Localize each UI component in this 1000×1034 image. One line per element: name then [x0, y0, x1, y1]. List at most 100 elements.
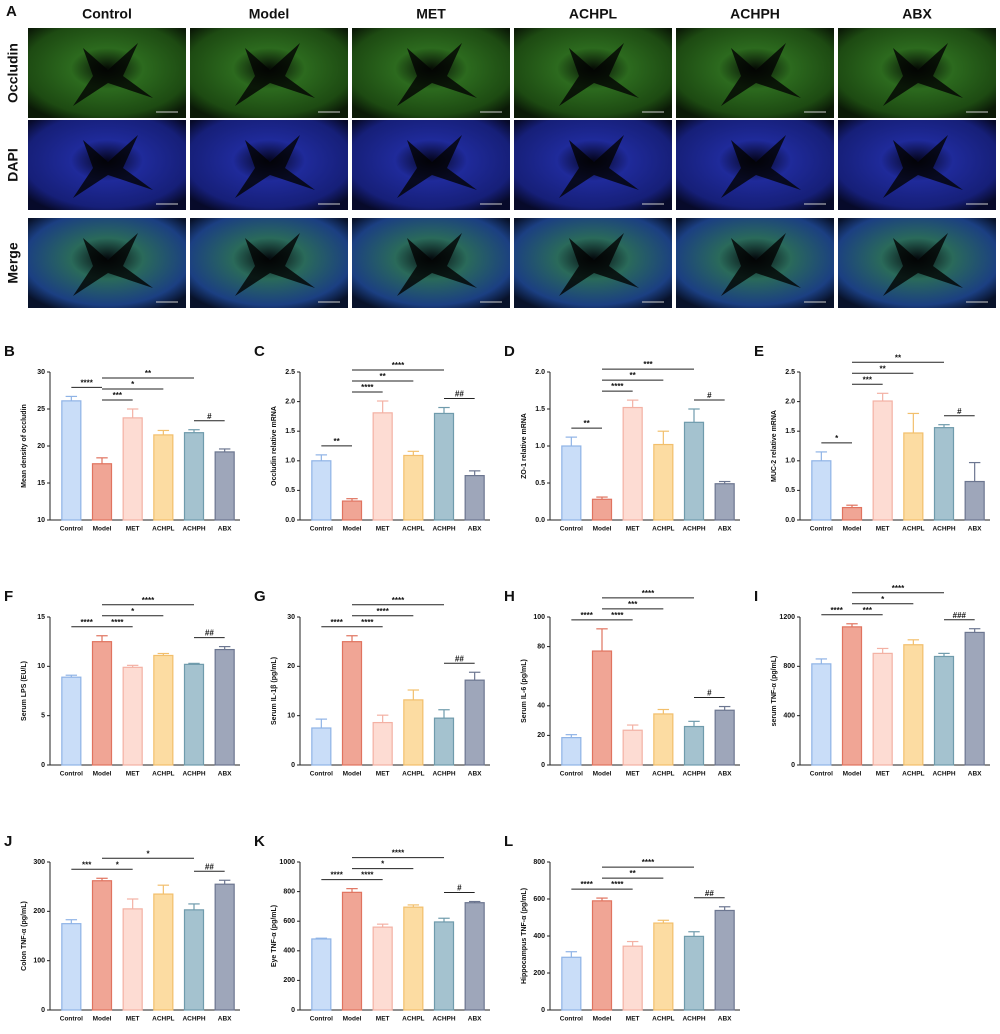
- column-label: ACHPH: [730, 6, 780, 22]
- significance-label: ##: [705, 889, 714, 898]
- column-label: ABX: [902, 6, 932, 22]
- x-tick-label: Control: [60, 526, 83, 533]
- bar: [591, 900, 613, 1011]
- y-axis-label: Hippocampus TNF-α (pg/mL): [521, 888, 528, 984]
- y-tick-label: 10: [37, 517, 45, 524]
- x-tick-label: ACHPH: [432, 526, 455, 533]
- significance-label: ###: [953, 611, 967, 620]
- bar: [372, 412, 393, 521]
- y-tick-label: 2.0: [785, 398, 795, 405]
- column-label: MET: [416, 6, 446, 22]
- significance-label: ****: [892, 584, 905, 593]
- bar: [714, 909, 735, 1011]
- bar: [311, 938, 332, 1011]
- y-axis-label: Serum LPS (EU/L): [21, 661, 28, 721]
- column-label: Model: [249, 6, 289, 22]
- x-tick-label: MET: [626, 771, 640, 778]
- y-tick-label: 20: [537, 732, 545, 739]
- row-label: Merge: [5, 242, 21, 283]
- bar: [683, 421, 705, 521]
- significance-label: *: [131, 607, 135, 616]
- y-tick-label: 0: [291, 1007, 295, 1014]
- column-label: Control: [82, 6, 132, 22]
- panel-label: G: [254, 588, 266, 605]
- significance-label: ****: [830, 606, 843, 615]
- y-tick-label: 400: [533, 933, 545, 940]
- x-tick-label: Model: [93, 1016, 112, 1023]
- y-tick-label: 0: [541, 1007, 545, 1014]
- x-tick-label: Model: [343, 771, 362, 778]
- y-tick-label: 0: [291, 762, 295, 769]
- row-label: Occludin: [5, 43, 21, 103]
- significance-label: **: [145, 369, 152, 378]
- y-tick-label: 0: [541, 762, 545, 769]
- significance-label: ##: [205, 629, 214, 638]
- significance-label: **: [334, 437, 341, 446]
- x-tick-label: MET: [126, 771, 140, 778]
- x-tick-label: ABX: [968, 526, 982, 533]
- y-axis-label: Mean density of occludin: [21, 404, 28, 488]
- bar: [372, 721, 393, 766]
- y-tick-label: 2.0: [285, 398, 295, 405]
- x-tick-label: Control: [810, 526, 833, 533]
- significance-label: **: [880, 364, 887, 373]
- bar: [591, 650, 613, 766]
- significance-label: ****: [376, 607, 389, 616]
- y-tick-label: 1.5: [285, 428, 295, 435]
- bar: [433, 921, 455, 1011]
- significance-label: ##: [455, 654, 464, 663]
- y-tick-label: 600: [533, 896, 545, 903]
- x-tick-label: ABX: [468, 771, 482, 778]
- x-tick-label: ABX: [718, 771, 732, 778]
- lumen: [721, 135, 801, 198]
- x-tick-label: Control: [60, 771, 83, 778]
- y-tick-label: 20: [37, 443, 45, 450]
- bar: [964, 631, 985, 766]
- y-tick-label: 0.0: [785, 517, 795, 524]
- bar: [591, 498, 613, 521]
- x-tick-label: Model: [93, 526, 112, 533]
- bar: [61, 676, 82, 766]
- bar: [153, 893, 174, 1011]
- lumen: [397, 135, 477, 198]
- y-tick-label: 0.5: [285, 487, 295, 494]
- panel-label: K: [254, 833, 265, 850]
- bar: [872, 400, 893, 521]
- y-tick-label: 80: [537, 643, 545, 650]
- bar: [372, 926, 393, 1011]
- lumen: [397, 43, 477, 106]
- bar: [622, 406, 643, 521]
- bar: [153, 654, 174, 766]
- x-tick-label: ACHPL: [152, 771, 174, 778]
- y-tick-label: 1000: [279, 859, 295, 866]
- x-tick-label: ACHPH: [682, 1016, 705, 1023]
- x-tick-label: ACHPL: [652, 771, 674, 778]
- panel-label: I: [754, 588, 758, 605]
- bar: [183, 663, 205, 766]
- x-tick-label: MET: [376, 771, 390, 778]
- x-tick-label: ACHPH: [932, 526, 955, 533]
- bar: [561, 956, 582, 1011]
- lumen: [559, 233, 639, 296]
- x-tick-label: Control: [560, 771, 583, 778]
- bar: [403, 454, 424, 521]
- x-tick-label: ACHPH: [682, 771, 705, 778]
- significance-label: **: [630, 869, 637, 878]
- y-tick-label: 10: [287, 713, 295, 720]
- lumen: [235, 233, 315, 296]
- x-tick-label: ABX: [718, 526, 732, 533]
- panel-label: A: [6, 3, 17, 20]
- significance-label: #: [707, 391, 712, 400]
- y-tick-label: 800: [533, 859, 545, 866]
- y-tick-label: 40: [537, 703, 545, 710]
- y-tick-label: 2.5: [285, 369, 295, 376]
- x-tick-label: Model: [343, 1016, 362, 1023]
- lumen: [559, 43, 639, 106]
- x-tick-label: Control: [560, 1016, 583, 1023]
- bar: [653, 443, 674, 521]
- bar: [872, 652, 893, 766]
- y-axis-label: Eye TNF-α (pg/mL): [271, 905, 278, 967]
- y-tick-label: 1200: [779, 614, 795, 621]
- y-tick-label: 100: [33, 958, 45, 965]
- significance-label: ****: [611, 611, 624, 620]
